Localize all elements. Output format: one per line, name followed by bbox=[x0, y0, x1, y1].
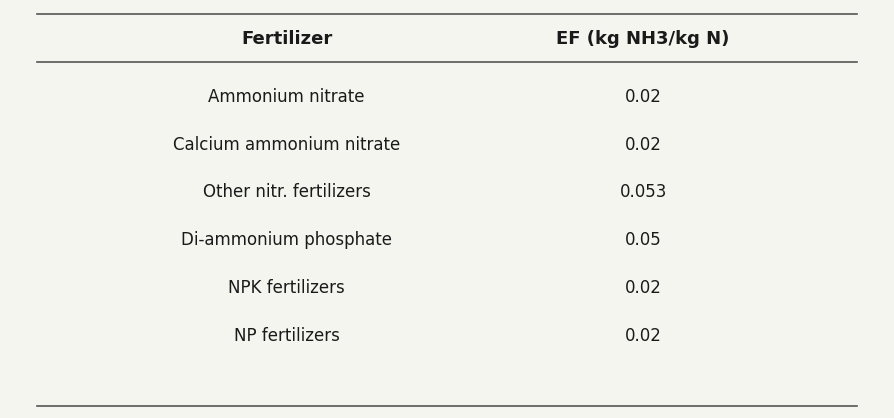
Text: Other nitr. fertilizers: Other nitr. fertilizers bbox=[203, 184, 370, 201]
Text: Di-ammonium phosphate: Di-ammonium phosphate bbox=[181, 231, 392, 249]
Text: 0.02: 0.02 bbox=[625, 135, 662, 154]
Text: Ammonium nitrate: Ammonium nitrate bbox=[208, 88, 365, 106]
Text: Fertilizer: Fertilizer bbox=[241, 30, 333, 48]
Text: 0.02: 0.02 bbox=[625, 88, 662, 106]
Text: 0.053: 0.053 bbox=[620, 184, 667, 201]
Text: NP fertilizers: NP fertilizers bbox=[233, 326, 340, 345]
Text: 0.05: 0.05 bbox=[625, 231, 662, 249]
Text: EF (kg NH3/kg N): EF (kg NH3/kg N) bbox=[556, 30, 730, 48]
Text: 0.02: 0.02 bbox=[625, 326, 662, 345]
Text: Calcium ammonium nitrate: Calcium ammonium nitrate bbox=[173, 135, 401, 154]
Text: NPK fertilizers: NPK fertilizers bbox=[228, 279, 345, 297]
Text: 0.02: 0.02 bbox=[625, 279, 662, 297]
